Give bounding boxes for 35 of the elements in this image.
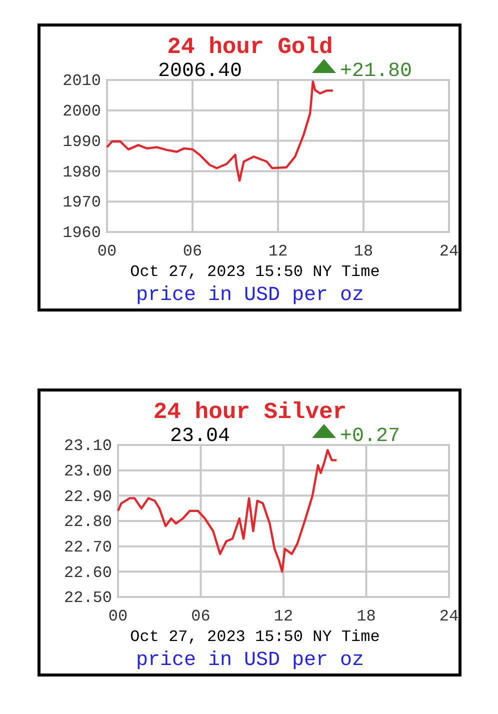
y-tick-label: 22.50 — [64, 589, 112, 608]
chart-subtitle: 23.04 — [170, 425, 230, 448]
x-tick-label: 00 — [108, 607, 128, 626]
x-tick-label: 18 — [354, 242, 374, 260]
chart-subtitle: 2006.40 — [158, 60, 242, 83]
x-tick-label: 12 — [268, 242, 288, 260]
y-tick-label: 22.80 — [64, 513, 112, 532]
line-series — [116, 448, 338, 573]
annotation: +21.80 — [340, 60, 412, 83]
y-tick-label: 22.60 — [64, 564, 112, 582]
annotation: +0.27 — [340, 425, 400, 448]
text: price in USD per oz — [136, 284, 364, 307]
y-tick-label: 1990 — [62, 132, 101, 151]
y-tick-label: 22.70 — [64, 538, 112, 556]
x-tick-label: 00 — [97, 242, 117, 260]
chart-title: 24 hour Silver — [153, 399, 347, 425]
y-tick-label: 1970 — [62, 194, 101, 212]
y-tick-label: 1960 — [62, 224, 101, 242]
x-tick-label: 24 — [439, 607, 459, 626]
y-tick-label: 22.90 — [64, 488, 112, 506]
chart-title: 24 hour Gold — [167, 34, 333, 60]
x-tick-label: 12 — [274, 607, 294, 626]
line-series — [106, 80, 334, 182]
text: price in USD per oz — [136, 649, 364, 672]
y-tick-label: 2010 — [62, 72, 101, 90]
text: Oct 27, 2023 15:50 NY Time — [130, 263, 380, 281]
y-tick-label: 2000 — [62, 102, 101, 121]
text: Oct 27, 2023 15:50 NY Time — [130, 628, 380, 646]
x-tick-label: 24 — [439, 242, 459, 260]
x-tick-label: 06 — [191, 607, 210, 626]
y-tick-label: 23.00 — [64, 462, 112, 480]
x-tick-label: 18 — [356, 607, 376, 626]
x-tick-label: 06 — [182, 242, 202, 260]
y-tick-label: 1980 — [62, 163, 101, 182]
y-tick-label: 23.10 — [64, 437, 112, 456]
